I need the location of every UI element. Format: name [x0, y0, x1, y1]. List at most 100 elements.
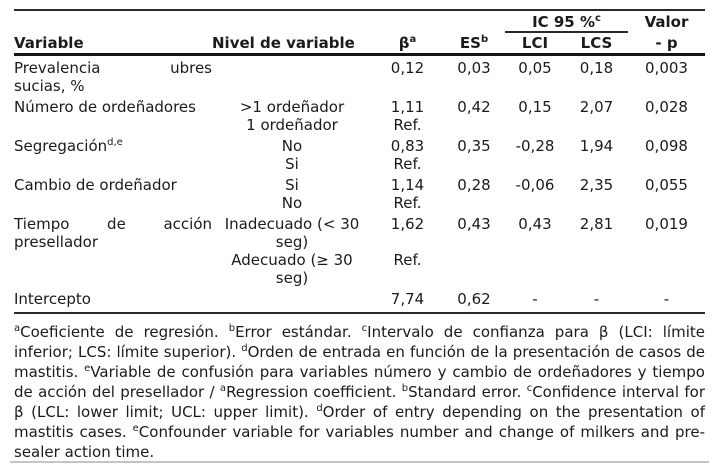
table-header: IC 95 %c Valor Variable Nivel de variabl…: [14, 11, 705, 56]
cell-lcs: [565, 116, 628, 134]
cell-es: 0,43: [457, 215, 491, 233]
cell-lci: 0,15: [518, 98, 552, 116]
cell-beta: 1,14: [390, 176, 425, 194]
table-row-cambio-ordenador-ref: No Ref.: [14, 194, 705, 212]
cell-p: -: [663, 290, 670, 308]
cell-nivel: 1 ordeñador: [246, 116, 338, 134]
header-beta: βa: [398, 34, 417, 52]
cell-lci: -: [532, 290, 538, 308]
cell-es: 0,35: [457, 137, 491, 155]
footnote-sup: c: [361, 323, 368, 334]
footnote-text: Error estándar.: [235, 323, 362, 341]
header-ic-95-label: IC 95 %: [532, 13, 595, 31]
footnote-text: Coeficiente de regresión.: [20, 323, 229, 341]
cell-nivel: Adecuado (≥ 30 seg): [231, 251, 353, 287]
cell-lcs: 2,81: [579, 215, 614, 233]
footnote-text: Intervalo de confianza para β (LCI: lími…: [14, 323, 705, 361]
table-row-cambio-ordenador: Cambio de ordeñador Si 1,14 0,28 -0,06 2…: [14, 173, 705, 194]
header-valor-line2: - p: [655, 34, 678, 52]
table-row-tiempo-presellador: Tiempo de acción presellador Inadecuado …: [14, 212, 705, 251]
cell-variable: [14, 251, 212, 287]
header-row-group: IC 95 %c Valor: [14, 11, 705, 33]
cell-es: 0,03: [457, 59, 491, 77]
cell-lcs: 2,07: [579, 98, 614, 116]
table-row-tiempo-presellador-ref: Adecuado (≥ 30 seg) Ref.: [14, 251, 705, 287]
cell-beta: Ref.: [393, 116, 422, 134]
cell-beta: Ref.: [393, 155, 422, 173]
cell-es: [443, 194, 505, 212]
footnote-sup: d: [241, 343, 248, 354]
cell-lci: [505, 155, 565, 173]
header-valor-line1: Valor: [644, 13, 689, 31]
bottom-divider: [10, 461, 709, 463]
cell-lci: -0,28: [515, 137, 555, 155]
cell-lcs: 2,35: [579, 176, 614, 194]
footnote-text: Confounder variable for variables number…: [14, 423, 705, 461]
cell-variable: Cambio de ordeñador: [14, 176, 177, 194]
cell-es: [443, 116, 505, 134]
cell-variable: Número de ordeñadores: [14, 98, 196, 116]
cell-lcs: 0,18: [579, 59, 614, 77]
table-row-prevalencia: Prevalencia ubres sucias, % 0,12 0,03 0,…: [14, 56, 705, 95]
cell-lci: [505, 251, 565, 287]
cell-beta: 1,11: [390, 98, 425, 116]
cell-variable: Segregaciónd,e: [14, 137, 123, 155]
cell-lci: [505, 194, 565, 212]
footnote-text: Variable de confusión para variables núm…: [14, 363, 705, 401]
cell-variable: Prevalencia ubres sucias, %: [14, 59, 212, 95]
header-row-main: Variable Nivel de variable βa ESb LCI LC…: [14, 33, 705, 53]
header-lci: LCI: [521, 34, 549, 52]
cell-beta: 7,74: [390, 290, 425, 308]
cell-variable: Tiempo de acción presellador: [14, 215, 212, 251]
variable-sup: d,e: [107, 137, 123, 148]
cell-es: [443, 251, 505, 287]
cell-nivel: [212, 290, 372, 308]
cell-p: 0,019: [645, 215, 688, 233]
cell-beta: Ref.: [393, 251, 422, 269]
cell-p: 0,028: [645, 98, 688, 116]
footnote-sup: b: [401, 383, 409, 394]
header-ic-95-sup: c: [595, 13, 601, 24]
cell-lci: [505, 116, 565, 134]
table-row-numero-ordenadores-ref: 1 ordeñador Ref.: [14, 116, 705, 134]
cell-p: 0,003: [645, 59, 688, 77]
footnote-text: Order of entry depending on the presenta…: [14, 403, 705, 441]
cell-nivel: No: [281, 137, 303, 155]
cell-nivel: Si: [285, 176, 299, 194]
cell-p: [628, 251, 705, 287]
table-row-segregacion: Segregaciónd,e No 0,83 0,35 -0,28 1,94 0…: [14, 134, 705, 155]
footnote-sup: a: [219, 383, 227, 394]
cell-lci: -0,06: [515, 176, 555, 194]
header-beta-sup: a: [409, 34, 417, 45]
header-lcs: LCS: [580, 34, 613, 52]
cell-lcs: [565, 194, 628, 212]
table-row-segregacion-ref: Si Ref.: [14, 155, 705, 173]
footnote-sup: e: [84, 363, 91, 374]
cell-nivel: [212, 59, 372, 95]
footnote-text: Standard error.: [408, 383, 527, 401]
footnote-text: Confidence interval for β (LCL: lower li…: [14, 383, 705, 421]
header-variable: Variable: [14, 34, 84, 52]
cell-lcs: 1,94: [579, 137, 614, 155]
cell-lcs: [565, 155, 628, 173]
table-body: Prevalencia ubres sucias, % 0,12 0,03 0,…: [14, 56, 705, 314]
footnote-text: Regression coefficient.: [226, 383, 402, 401]
header-es: ESb: [459, 34, 489, 52]
cell-lci: 0,05: [518, 59, 552, 77]
cell-variable: [14, 155, 212, 173]
cell-lci: 0,43: [518, 215, 552, 233]
cell-beta: Ref.: [393, 194, 422, 212]
cell-es: 0,28: [457, 176, 491, 194]
header-ic-95-group: IC 95 %c: [505, 13, 628, 33]
cell-p: 0,098: [645, 137, 688, 155]
table-row-numero-ordenadores: Número de ordeñadores >1 ordeñador 1,11 …: [14, 95, 705, 116]
cell-es: [443, 155, 505, 173]
cell-lcs: -: [593, 290, 600, 308]
cell-variable: Intercepto: [14, 290, 91, 308]
footnote-sup: a: [14, 323, 21, 334]
footnote-sup: c: [526, 383, 533, 394]
cell-p: [628, 194, 705, 212]
cell-lcs: [565, 251, 628, 287]
footnote-sup: e: [132, 423, 139, 434]
